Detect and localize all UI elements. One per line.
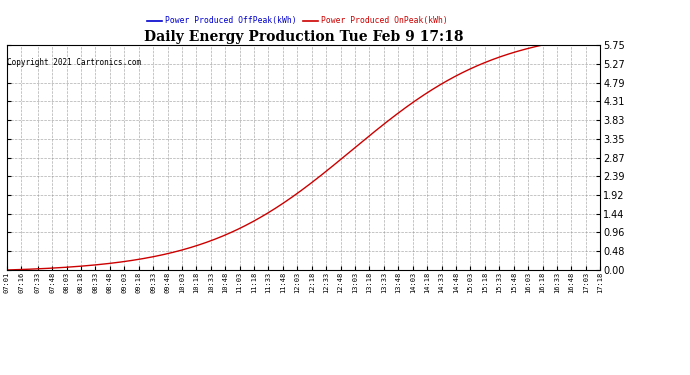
Text: Copyright 2021 Cartronics.com: Copyright 2021 Cartronics.com xyxy=(7,58,141,67)
Legend: Power Produced OffPeak(kWh), Power Produced OnPeak(kWh): Power Produced OffPeak(kWh), Power Produ… xyxy=(148,16,448,26)
Title: Daily Energy Production Tue Feb 9 17:18: Daily Energy Production Tue Feb 9 17:18 xyxy=(144,30,464,44)
